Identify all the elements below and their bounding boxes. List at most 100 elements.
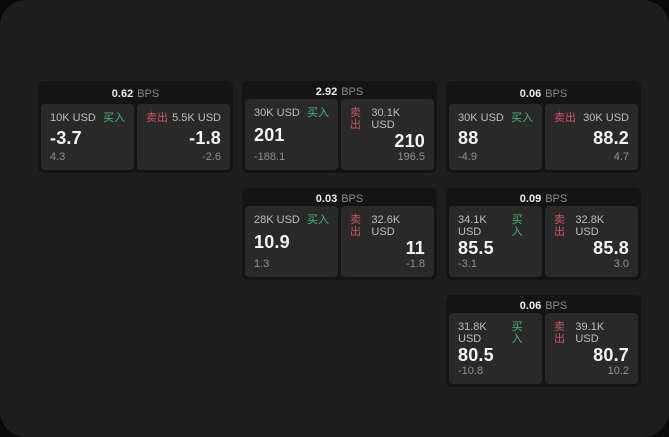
buy-tile[interactable]: 34.1K USD 买入 85.5 -3.1 xyxy=(449,206,542,277)
sell-price: 80.7 xyxy=(593,345,629,365)
buy-sub-value: 1.3 xyxy=(254,258,270,270)
sell-amount: 39.1K USD xyxy=(575,321,605,345)
sell-tag: 卖出 xyxy=(350,107,361,131)
sell-price: 11 xyxy=(405,238,425,258)
sell-tile-top: 卖出 30.1K USD xyxy=(350,107,425,131)
bps-label: BPS xyxy=(545,192,568,205)
quote-column-3: 0.06 BPS 30K USD 买入 88 -4.9 卖出 xyxy=(446,81,641,387)
buy-tag: 买入 xyxy=(511,214,523,238)
quote-columns: 0.62 BPS 10K USD 买入 -3.7 4.3 卖出 xyxy=(38,81,641,387)
buy-sub-value: -3.1 xyxy=(458,258,477,270)
sell-sub-value: 4.7 xyxy=(613,151,629,163)
buy-amount: 28K USD xyxy=(254,214,300,226)
quote-card: 0.06 BPS 31.8K USD 买入 80.5 -10.8 卖 xyxy=(446,295,641,387)
sell-tile-top: 卖出 5.5K USD xyxy=(146,112,221,124)
sell-tile[interactable]: 卖出 39.1K USD 80.7 10.2 xyxy=(545,313,638,384)
buy-tile-top: 28K USD 买入 xyxy=(254,214,329,226)
sell-price: -1.8 xyxy=(189,127,221,148)
sell-tile[interactable]: 卖出 32.6K USD 11 -1.8 xyxy=(341,206,434,277)
sell-sub-value: 196.5 xyxy=(397,151,425,163)
buy-tile[interactable]: 28K USD 买入 10.9 1.3 xyxy=(245,206,338,277)
buy-amount: 31.8K USD xyxy=(458,321,487,345)
sell-price: 88.2 xyxy=(593,127,629,148)
sell-sub-value: -2.6 xyxy=(202,151,221,163)
sell-tile-top: 卖出 39.1K USD xyxy=(554,321,629,345)
sell-amount: 32.6K USD xyxy=(371,214,401,238)
sell-amount: 5.5K USD xyxy=(172,112,221,124)
buy-price: 85.5 xyxy=(458,238,494,258)
card-body: 28K USD 买入 10.9 1.3 卖出 32.6K USD 11 -1.8 xyxy=(245,206,434,277)
card-body: 30K USD 买入 201 -188.1 卖出 30.1K USD 210 1… xyxy=(245,99,434,170)
buy-sub-value: -188.1 xyxy=(254,151,286,163)
quote-column-1: 0.62 BPS 10K USD 买入 -3.7 4.3 卖出 xyxy=(38,81,233,173)
buy-price: 10.9 xyxy=(254,232,290,252)
sell-tile-top: 卖出 30K USD xyxy=(554,112,629,124)
buy-tile[interactable]: 10K USD 买入 -3.7 4.3 xyxy=(41,104,134,170)
sell-amount: 30K USD xyxy=(583,112,629,124)
quote-card: 0.62 BPS 10K USD 买入 -3.7 4.3 卖出 xyxy=(38,81,233,173)
quote-card: 2.92 BPS 30K USD 买入 201 -188.1 卖出 xyxy=(242,81,437,173)
buy-tag: 买入 xyxy=(307,214,329,226)
sell-price: 210 xyxy=(394,131,425,151)
sell-tile[interactable]: 卖出 30.1K USD 210 196.5 xyxy=(341,99,434,170)
sell-tag: 卖出 xyxy=(146,112,168,124)
buy-tile-top: 30K USD 买入 xyxy=(458,112,533,124)
buy-tag: 买入 xyxy=(511,321,523,345)
buy-tile[interactable]: 30K USD 买入 88 -4.9 xyxy=(449,104,542,170)
card-body: 10K USD 买入 -3.7 4.3 卖出 5.5K USD -1.8 -2.… xyxy=(41,104,230,170)
sell-amount: 32.8K USD xyxy=(575,214,605,238)
card-header: 2.92 BPS xyxy=(245,84,434,99)
quote-card: 0.06 BPS 30K USD 买入 88 -4.9 卖出 xyxy=(446,81,641,173)
sell-tile-top: 卖出 32.8K USD xyxy=(554,214,629,238)
sell-tile[interactable]: 卖出 32.8K USD 85.8 3.0 xyxy=(545,206,638,277)
buy-tile-top: 31.8K USD 买入 xyxy=(458,321,533,345)
buy-amount: 30K USD xyxy=(458,112,504,124)
bps-label: BPS xyxy=(137,88,160,100)
buy-tile[interactable]: 30K USD 买入 201 -188.1 xyxy=(245,99,338,170)
bps-value: 0.06 xyxy=(519,88,542,100)
buy-price: 201 xyxy=(254,125,285,145)
buy-tile-top: 34.1K USD 买入 xyxy=(458,214,533,238)
buy-tile-top: 30K USD 买入 xyxy=(254,107,329,119)
bps-label: BPS xyxy=(341,85,364,98)
card-body: 30K USD 买入 88 -4.9 卖出 30K USD 88.2 4.7 xyxy=(449,104,638,170)
card-header: 0.62 BPS xyxy=(41,84,230,104)
buy-tag: 买入 xyxy=(307,107,329,119)
buy-amount: 10K USD xyxy=(50,112,96,124)
buy-tile[interactable]: 31.8K USD 买入 80.5 -10.8 xyxy=(449,313,542,384)
sell-sub-value: -1.8 xyxy=(406,258,425,270)
buy-tile-top: 10K USD 买入 xyxy=(50,112,125,124)
bps-label: BPS xyxy=(545,88,568,100)
sell-price: 85.8 xyxy=(593,238,629,258)
card-body: 34.1K USD 买入 85.5 -3.1 卖出 32.8K USD 85.8… xyxy=(449,206,638,277)
quote-card: 0.09 BPS 34.1K USD 买入 85.5 -3.1 卖出 xyxy=(446,188,641,280)
buy-amount: 34.1K USD xyxy=(458,214,487,238)
sell-tag: 卖出 xyxy=(554,214,565,238)
bps-value: 0.09 xyxy=(519,192,542,205)
buy-tag: 买入 xyxy=(103,112,125,124)
bps-value: 2.92 xyxy=(315,85,338,98)
sell-sub-value: 3.0 xyxy=(613,258,629,270)
sell-tile[interactable]: 卖出 30K USD 88.2 4.7 xyxy=(545,104,638,170)
sell-sub-value: 10.2 xyxy=(607,365,629,377)
bps-value: 0.06 xyxy=(519,299,542,312)
sell-tile[interactable]: 卖出 5.5K USD -1.8 -2.6 xyxy=(137,104,230,170)
buy-sub-value: -10.8 xyxy=(458,365,484,377)
buy-price: -3.7 xyxy=(50,127,82,148)
buy-price: 80.5 xyxy=(458,345,494,365)
card-header: 0.09 BPS xyxy=(449,191,638,206)
quote-column-2: 2.92 BPS 30K USD 买入 201 -188.1 卖出 xyxy=(242,81,437,280)
buy-amount: 30K USD xyxy=(254,107,300,119)
sell-amount: 30.1K USD xyxy=(371,107,401,131)
sell-tag: 卖出 xyxy=(554,321,565,345)
bps-label: BPS xyxy=(341,192,364,205)
sell-tag: 卖出 xyxy=(350,214,361,238)
buy-sub-value: -4.9 xyxy=(458,151,477,163)
bps-value: 0.62 xyxy=(111,88,134,100)
card-header: 0.06 BPS xyxy=(449,298,638,313)
card-header: 0.06 BPS xyxy=(449,84,638,104)
buy-price: 88 xyxy=(458,127,479,148)
buy-sub-value: 4.3 xyxy=(50,151,66,163)
card-header: 0.03 BPS xyxy=(245,191,434,206)
